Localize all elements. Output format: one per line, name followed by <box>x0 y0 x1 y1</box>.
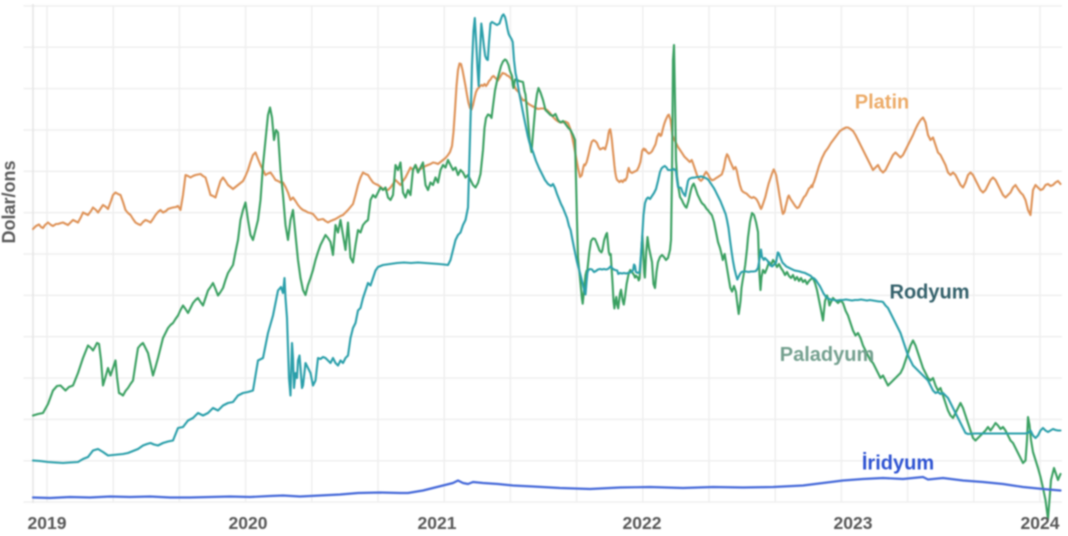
svg-text:2023: 2023 <box>834 513 873 533</box>
svg-text:Dolar/ons: Dolar/ons <box>0 160 19 243</box>
svg-text:Rodyum: Rodyum <box>890 282 970 304</box>
svg-text:Platin: Platin <box>855 92 909 114</box>
svg-text:Paladyum: Paladyum <box>780 344 874 366</box>
svg-text:2020: 2020 <box>229 513 268 533</box>
svg-text:2019: 2019 <box>28 513 67 533</box>
svg-text:2021: 2021 <box>418 513 457 533</box>
svg-text:2022: 2022 <box>623 513 662 533</box>
svg-text:2024: 2024 <box>1021 513 1060 533</box>
svg-text:İridyum: İridyum <box>862 452 934 475</box>
